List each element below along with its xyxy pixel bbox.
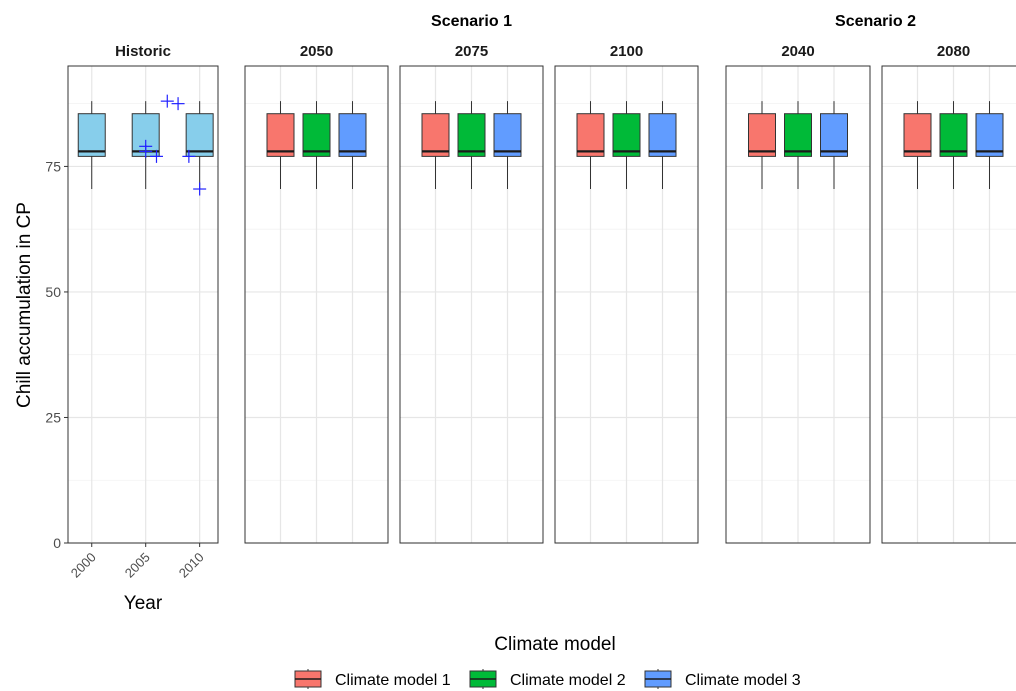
x-tick-label: 2000 (68, 550, 99, 581)
box (421, 101, 450, 190)
box (903, 101, 932, 190)
legend-label: Climate model 3 (685, 672, 801, 689)
y-tick-label: 25 (45, 409, 61, 425)
legend-item: Climate model 2 (469, 669, 626, 689)
box-body (784, 113, 812, 157)
panel-title: 2075 (455, 43, 488, 60)
box (648, 101, 677, 190)
box (576, 101, 605, 190)
chart-panels: Historic 2000 2005 2010 2050 2075 2100 2040 2080 (67, 43, 1016, 581)
box-body (820, 113, 848, 157)
box-body (302, 113, 331, 157)
panel-historic: Historic 2000 2005 2010 (67, 43, 219, 581)
facet-groups: Scenario 1 Scenario 2 (431, 13, 916, 30)
box-body (748, 113, 776, 157)
box (784, 101, 812, 190)
data-point (139, 144, 153, 158)
panel-border (67, 65, 219, 544)
box (493, 101, 522, 190)
box (820, 101, 848, 190)
box-body (185, 113, 214, 157)
box-body (266, 113, 295, 157)
panel-2080: 2080 (881, 43, 1016, 544)
panel-2100: 2100 (554, 43, 699, 544)
panel-2040: 2040 (725, 43, 871, 544)
legend-label: Climate model 1 (335, 672, 451, 689)
data-point (160, 94, 174, 108)
data-point (193, 182, 207, 196)
legend-title: Climate model (494, 634, 615, 655)
panel-2075: 2075 (399, 43, 544, 544)
y-tick-label: 75 (45, 158, 61, 174)
box (302, 101, 331, 190)
data-point (171, 97, 185, 111)
panel-border (399, 65, 544, 544)
box-body (903, 113, 932, 157)
box (338, 101, 367, 190)
box-body (612, 113, 641, 157)
y-axis: 0 25 50 75 (45, 158, 68, 551)
x-tick-label: 2010 (176, 550, 207, 581)
box-body (493, 113, 522, 157)
panel-border (244, 65, 389, 544)
y-tick-label: 50 (45, 284, 61, 300)
box (77, 101, 106, 190)
panel-title: 2050 (300, 43, 333, 60)
box-body (421, 113, 450, 157)
box-body (648, 113, 677, 157)
data-point (149, 149, 163, 163)
panel-title: 2100 (610, 43, 643, 60)
box-body (576, 113, 605, 157)
x-tick-label: 2005 (122, 550, 153, 581)
box-body (77, 113, 106, 157)
box-body (338, 113, 367, 157)
x-axis-title: Year (124, 593, 163, 614)
y-axis-title: Chill accumulation in CP (14, 202, 35, 408)
panel-2050: 2050 (244, 43, 389, 544)
legend-item: Climate model 3 (644, 669, 801, 689)
panel-border (554, 65, 699, 544)
panel-title: Historic (115, 43, 171, 60)
y-tick-label: 0 (53, 535, 61, 551)
box (748, 101, 776, 190)
group-title-2: Scenario 2 (835, 13, 916, 30)
legend: Climate model Climate model 1 Climate mod… (294, 634, 801, 689)
box (975, 101, 1004, 190)
legend-item: Climate model 1 (294, 669, 451, 689)
panel-title: 2040 (781, 43, 814, 60)
box-body (975, 113, 1004, 157)
box (266, 101, 295, 190)
box-body (457, 113, 486, 157)
group-title-1: Scenario 1 (431, 13, 512, 30)
box (939, 101, 968, 190)
legend-label: Climate model 2 (510, 672, 626, 689)
box (185, 101, 214, 190)
panel-title: 2080 (937, 43, 970, 60)
box (457, 101, 486, 190)
data-point (182, 149, 196, 163)
box (612, 101, 641, 190)
panel-border (725, 65, 871, 544)
panel-border (881, 65, 1016, 544)
box-body (939, 113, 968, 157)
